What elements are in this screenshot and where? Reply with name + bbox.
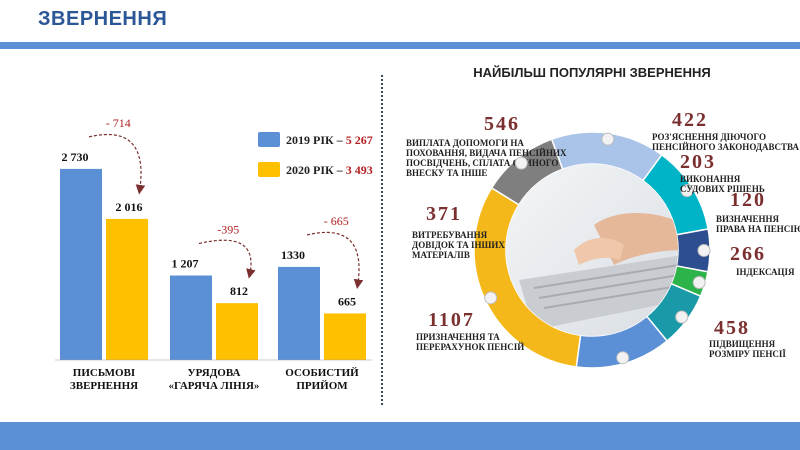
- category-label: ПРИЙОМ: [296, 380, 348, 392]
- slice-category-label: ВИПЛАТА ДОПОМОГИ НА: [406, 138, 524, 148]
- slice-category-label: ПЕРЕРАХУНОК ПЕНСІЙ: [416, 342, 524, 352]
- bar-value-label: 1330: [281, 248, 305, 262]
- difference-label: - 665: [324, 214, 349, 228]
- bar-value-label: 1 207: [172, 257, 199, 271]
- bottom-accent-band: [0, 422, 800, 450]
- category-label: ЗВЕРНЕННЯ: [70, 380, 138, 392]
- slice-category-label: СУДОВИХ РІШЕНЬ: [680, 184, 765, 194]
- slice-category-label: ВИЗНАЧЕННЯ: [716, 214, 779, 224]
- category-label: «ГАРЯЧА ЛІНІЯ»: [169, 380, 260, 392]
- category-label: УРЯДОВА: [188, 367, 241, 379]
- slice-category-label: РОЗМІРУ ПЕНСІЇ: [709, 349, 786, 359]
- legend-swatch: [258, 162, 280, 177]
- section-divider: [381, 75, 383, 405]
- bar-2019: [170, 275, 212, 360]
- slice-category-label: ПОСВІДЧЕНЬ, СПЛАТА ЄДИНОГО: [406, 158, 558, 168]
- slice-category-label: ВИТРЕБУВАННЯ: [412, 230, 488, 240]
- slice-marker: [601, 132, 615, 146]
- slice-category-label: МАТЕРІАЛІВ: [412, 250, 470, 260]
- category-label: ОСОБИСТИЙ: [285, 367, 359, 379]
- bar-value-label: 2 016: [116, 200, 143, 214]
- bar-2019: [60, 168, 102, 360]
- donut-title: НАЙБІЛЬШ ПОПУЛЯРНІ ЗВЕРНЕННЯ: [473, 65, 710, 80]
- slice-marker: [697, 243, 711, 257]
- slice-category-label: ПРАВА НА ПЕНСІЮ: [716, 224, 800, 234]
- slice-value-label: 371: [426, 203, 462, 225]
- slice-category-label: ДОВІДОК ТА ІНШИХ: [412, 240, 505, 250]
- legend-label: 2020 РІК – 3 493: [286, 163, 373, 177]
- slice-value-label: 266: [730, 243, 766, 265]
- bar-value-label: 2 730: [62, 150, 89, 164]
- bar-value-label: 812: [230, 284, 248, 298]
- top-accent-band: [0, 42, 800, 49]
- slice-value-label: 458: [714, 317, 750, 339]
- slice-category-label: ПОХОВАННЯ, ВИДАЧА ПЕНСІЙНИХ: [406, 148, 567, 158]
- slice-category-label: ВИКОНАННЯ: [680, 174, 741, 184]
- category-label: ПИСЬМОВІ: [73, 367, 135, 379]
- difference-arrow: [198, 239, 256, 279]
- slice-category-label: ВНЕСКУ ТА ІНШЕ: [406, 168, 487, 178]
- page-title: ЗВЕРНЕННЯ: [38, 8, 168, 30]
- legend-swatch: [258, 132, 280, 147]
- slice-value-label: 422: [672, 109, 708, 131]
- slice-marker: [675, 310, 689, 324]
- legend-total: 5 267: [346, 133, 373, 147]
- legend-total: 3 493: [346, 163, 373, 177]
- slice-category-label: ПРИЗНАЧЕННЯ ТА: [416, 332, 500, 342]
- slice-category-label: ПЕНСІЙНОГО ЗАКОНОДАВСТВА: [652, 142, 799, 152]
- bar-2020: [106, 218, 148, 360]
- bar-2020: [324, 313, 366, 360]
- slice-value-label: 120: [730, 189, 766, 211]
- legend-label: 2019 РІК – 5 267: [286, 133, 373, 147]
- slice-value-label: 1107: [428, 309, 475, 331]
- slice-value-label: 546: [484, 113, 520, 135]
- slice-marker: [616, 351, 630, 365]
- donut-chart: НАЙБІЛЬШ ПОПУЛЯРНІ ЗВЕРНЕННЯ 546 ВИПЛАТА …: [406, 65, 800, 369]
- slice-marker: [514, 156, 528, 170]
- slice-category-label: ПІДВИЩЕННЯ: [709, 339, 776, 349]
- slice-category-label: ІНДЕКСАЦІЯ: [736, 267, 795, 277]
- slice-marker: [484, 291, 498, 305]
- bar-2020: [216, 303, 258, 360]
- bar-2019: [278, 266, 320, 360]
- difference-label: - 714: [106, 116, 131, 130]
- difference-arrow: [306, 231, 364, 290]
- slice-category-label: РОЗ'ЯСНЕННЯ ДІЮЧОГО: [652, 132, 766, 142]
- difference-arrow: [88, 133, 146, 195]
- slice-marker: [680, 184, 694, 198]
- bar-value-label: 665: [338, 294, 356, 308]
- slice-value-label: 203: [680, 151, 716, 173]
- difference-label: -395: [217, 223, 239, 237]
- slice-marker: [692, 276, 706, 290]
- keyboard-hands-illustration: [506, 164, 678, 336]
